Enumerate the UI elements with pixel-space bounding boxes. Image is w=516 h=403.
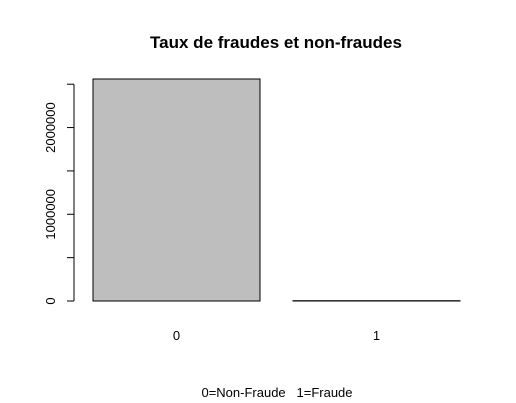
bar-0 bbox=[92, 78, 261, 302]
x-tick-label: 0 bbox=[173, 328, 180, 343]
x-axis-label: 0=Non-Fraude 1=Fraude bbox=[201, 385, 352, 400]
y-tick-label: 1000000 bbox=[43, 189, 58, 240]
x-tick-label: 1 bbox=[373, 328, 380, 343]
y-axis: 0 1000000 2000000 bbox=[43, 83, 75, 305]
bars bbox=[92, 78, 461, 302]
y-tick-label: 2000000 bbox=[43, 102, 58, 153]
y-tick-label: 0 bbox=[43, 297, 58, 304]
chart-title: Taux de fraudes et non-fraudes bbox=[150, 33, 402, 52]
